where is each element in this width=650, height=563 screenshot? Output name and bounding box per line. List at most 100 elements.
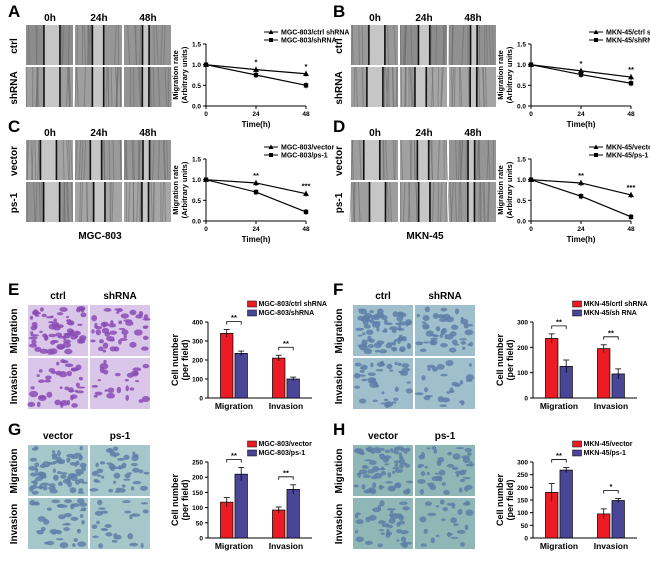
- y-tick-label: 200: [517, 485, 528, 492]
- y-tick-label: 1.5: [517, 42, 526, 49]
- stained-cell: [364, 459, 373, 462]
- legend-swatch: [247, 300, 257, 308]
- legend-label: MGC-803/vector: [281, 145, 335, 152]
- stained-cell: [48, 368, 56, 373]
- stained-cell: [367, 469, 375, 474]
- stained-cell: [40, 482, 50, 486]
- scratch-wound: [470, 25, 478, 65]
- stained-cell: [51, 454, 58, 460]
- line-chart-D: 0.0 0.5 1.0 1.5 0 24 48 Time(h) Migration rate (A…: [496, 144, 650, 244]
- cell-texture: [410, 24, 413, 66]
- stained-cell: [396, 522, 401, 527]
- scratch-photo: [350, 24, 398, 66]
- stained-cell: [358, 469, 368, 475]
- cell-line-label: MKN-45: [406, 231, 444, 242]
- stained-cell: [401, 336, 407, 342]
- stained-cell: [383, 398, 389, 402]
- cell-texture: [66, 139, 70, 181]
- stained-cell: [374, 349, 381, 353]
- stained-cell: [80, 312, 87, 318]
- stained-cell: [391, 346, 398, 352]
- data-point: [628, 81, 634, 86]
- cell-texture: [67, 24, 70, 66]
- data-point: [578, 179, 584, 186]
- significance-marker: **: [608, 328, 614, 337]
- stained-cell: [29, 315, 34, 320]
- stained-cell: [138, 469, 144, 474]
- data-point: [528, 177, 534, 182]
- cell-texture: [36, 66, 38, 108]
- stained-cell: [373, 472, 383, 479]
- stained-cell: [460, 469, 467, 473]
- cell-texture: [149, 66, 152, 108]
- stained-cell: [64, 386, 70, 391]
- stained-cell: [91, 385, 99, 388]
- stained-cell: [402, 541, 408, 546]
- legend-marker: [268, 144, 274, 149]
- stained-cell: [31, 490, 39, 495]
- scratch-photo: [74, 139, 122, 181]
- stained-cell: [75, 382, 80, 388]
- bar: [559, 469, 573, 539]
- stained-cell: [42, 333, 48, 338]
- y-tick-label: 1.5: [192, 157, 201, 164]
- y-axis-title: Migration rate: [496, 165, 505, 215]
- stained-cell: [96, 468, 104, 474]
- stained-cell: [69, 487, 77, 494]
- stained-cell: [140, 542, 144, 549]
- stain-photo: [89, 445, 150, 496]
- stained-cell: [56, 361, 60, 366]
- stained-cell: [72, 543, 76, 547]
- stained-cell: [465, 500, 470, 506]
- stained-cell: [104, 524, 112, 528]
- cell-texture: [487, 181, 490, 223]
- stain-photo: [90, 498, 150, 549]
- x-tick-label: 24: [252, 111, 260, 118]
- stained-cell: [383, 319, 388, 325]
- stained-cell: [124, 378, 129, 382]
- stained-cell: [424, 501, 433, 506]
- bar: [234, 353, 248, 399]
- stained-cell: [426, 364, 435, 369]
- stained-cell: [118, 339, 122, 345]
- stained-cell: [426, 447, 431, 450]
- stained-cell: [437, 457, 445, 463]
- cell-texture: [488, 24, 492, 66]
- stained-cell: [100, 510, 109, 514]
- scratch-wound: [418, 182, 430, 222]
- stained-cell: [463, 323, 469, 329]
- data-point: [303, 70, 309, 76]
- cell-texture: [458, 181, 460, 223]
- legend-label: MKN-45/ps-1: [606, 153, 649, 160]
- stained-cell: [77, 491, 85, 494]
- row-label: ctrl: [9, 38, 20, 54]
- stained-cell: [125, 394, 129, 401]
- stained-cell: [46, 540, 55, 546]
- stained-cell: [459, 338, 468, 341]
- stained-cell: [370, 448, 376, 454]
- stained-cell: [56, 529, 62, 535]
- cell-texture: [402, 24, 406, 66]
- stained-cell: [427, 512, 437, 517]
- cell-texture: [440, 66, 444, 108]
- row-label: Migration: [334, 309, 345, 354]
- scratch-wound: [143, 140, 150, 180]
- stained-cell: [426, 482, 435, 485]
- cell-texture: [353, 66, 356, 108]
- significance-marker: *: [580, 59, 583, 68]
- stained-cell: [36, 374, 40, 378]
- stained-cell: [30, 334, 39, 337]
- stained-cell: [392, 466, 400, 470]
- legend-label: MKN-45/ps-1: [584, 450, 627, 457]
- stained-cell: [129, 514, 133, 520]
- cell-texture: [102, 139, 106, 181]
- y-tick-label: 0.5: [517, 83, 526, 90]
- stained-cell: [81, 520, 85, 525]
- scratch-wound: [418, 25, 430, 65]
- stained-cell: [48, 333, 57, 338]
- stained-cell: [464, 448, 472, 453]
- stained-cell: [67, 389, 76, 392]
- cell-texture: [386, 66, 389, 108]
- cell-texture: [125, 139, 128, 181]
- stained-cell: [55, 332, 63, 337]
